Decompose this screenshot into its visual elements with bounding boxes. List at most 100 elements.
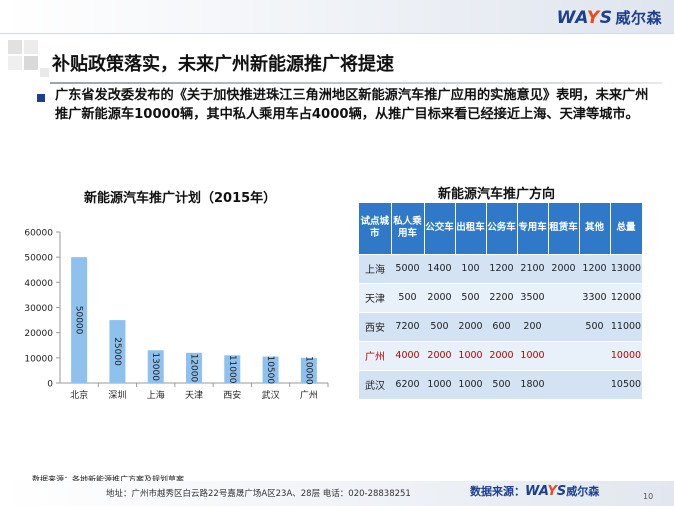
table-cell: 1000 [517,340,548,370]
table-cell: 500 [391,282,424,312]
bar [262,356,279,383]
table-cell: 6200 [391,369,424,399]
y-tick-label: 40000 [24,279,53,289]
table-cell: 4000 [391,340,424,370]
table-cell: 2100 [517,253,548,283]
table-row: 西安 7200 500 2000 600 200 500 11000 [359,311,642,341]
data-source-note: 数据来源：各地新能源推广方案及规划草案 [32,475,184,484]
table-row: 天津 500 2000 500 2200 3500 3300 12000 [359,282,642,312]
table-city-cell: 天津 [359,282,391,312]
table-header-cell: 私人乘用车 [391,203,425,254]
decorative-squares [8,40,50,80]
table-cell: 1000 [424,369,455,399]
table-cell: 11000 [610,311,642,341]
table-header-cell: 总量 [610,203,643,254]
table-header-cell: 出租车 [455,203,487,254]
title-underline [50,82,662,84]
table-cell: 1400 [424,253,455,283]
x-tick-label: 西安 [223,389,241,401]
table-cell: 10500 [610,369,642,399]
summary-paragraph: 广东省发改委发布的《关于加快推进珠江三角洲地区新能源汽车推广应用的实施意见》表明… [55,88,649,122]
promotion-table: 试点城市 私人乘用车 公交车 出租车 公务车 专用车 租赁车 其他 总量 上海 5000 1400 1… [359,203,643,399]
bar-value-label: 25000 [112,337,122,366]
table-cell: 3300 [579,282,610,312]
table-cell [548,311,579,341]
bar-value-label: 13000 [150,352,160,381]
x-tick-label: 上海 [147,389,165,401]
table-cell: 1800 [517,369,548,399]
table-row: 广州 4000 2000 1000 2000 1000 10000 [359,340,642,370]
footer-logo: WAYS [525,484,567,499]
table-cell: 13000 [610,253,642,283]
x-tick-label: 武汉 [262,389,280,401]
table-header-cell: 公务车 [486,203,518,254]
table-city-cell: 西安 [359,311,391,341]
bar-value-label: 10500 [265,355,275,384]
table-cell: 5000 [391,253,424,283]
footer-address: 地址：广州市越秀区白云路22号嘉晟广场A区23A、28层 电话：020-2883… [106,489,411,499]
table-cell: 500 [579,311,610,341]
bar-value-label: 50000 [74,306,84,335]
table-cell: 200 [517,311,548,341]
x-tick-label: 深圳 [108,390,126,401]
top-banner [0,0,674,34]
table-cell: 1200 [579,253,610,283]
table-cell: 1000 [455,369,486,399]
bar-chart: 0 10000 20000 30000 40000 50000 60000 北京 50000 深圳… [24,229,329,401]
bar-value-label: 10000 [303,356,313,385]
y-tick-label: 30000 [24,304,53,314]
table-cell: 3500 [517,282,548,312]
bar-value-label: 12000 [189,354,199,383]
table-cell: 600 [486,311,517,341]
ways-logo: WAYS 威尔森 [556,8,662,28]
y-tick-label: 60000 [24,229,53,239]
table-cell [548,340,579,370]
footer-source: 数据来源：WAYS威尔森 [470,484,600,499]
table-cell: 10000 [610,340,642,370]
table-cell: 1200 [486,253,517,283]
table-cell [579,369,610,399]
table-row: 上海 5000 1400 100 1200 2100 2000 1200 13000 [359,253,642,283]
bullet-square-icon [37,94,45,102]
table-cell: 2000 [455,311,486,341]
table-cell: 2000 [486,340,517,370]
table-cell [548,282,579,312]
table-header-cell: 租赁车 [548,203,580,254]
table-cell: 12000 [610,282,642,312]
bar [186,352,202,383]
table-cell: 500 [486,369,517,399]
table-cell [579,340,610,370]
table-city-cell: 武汉 [359,369,391,399]
table-city-cell: 广州 [359,340,391,370]
bar [224,355,241,383]
table-cell: 500 [455,282,486,312]
table-cell: 500 [424,311,455,341]
table-cell: 1000 [455,340,486,370]
table-title: 新能源汽车推广方向 [438,187,556,202]
table-header-cell: 公交车 [424,203,456,254]
x-tick-label: 北京 [70,389,88,401]
x-tick-label: 广州 [300,389,318,401]
table-cell: 2000 [424,340,455,370]
table-header-cell: 专用车 [517,203,549,254]
y-tick-label: 20000 [24,329,53,339]
bar [300,357,317,383]
table-city-cell: 上海 [359,253,391,283]
bar [109,320,126,383]
bar-value-label: 11000 [227,355,237,384]
table-cell: 100 [455,253,486,283]
y-tick-label: 10000 [24,354,53,364]
page-title: 补贴政策落实，未来广州新能源推广将提速 [52,54,394,75]
footer-bar [0,481,674,506]
table-header-cell: 其他 [579,203,611,254]
table-header-row: 试点城市 私人乘用车 公交车 出租车 公务车 专用车 租赁车 其他 总量 [359,203,643,254]
table-cell: 2000 [424,282,455,312]
y-tick-label: 50000 [24,254,53,264]
y-tick-label: 0 [47,380,53,390]
bar [71,257,88,383]
bar [147,350,164,383]
page-number: 10 [643,492,654,501]
table-cell: 2200 [486,282,517,312]
table-cell: 7200 [391,311,424,341]
chart-title: 新能源汽车推广计划（2015年） [84,191,277,206]
